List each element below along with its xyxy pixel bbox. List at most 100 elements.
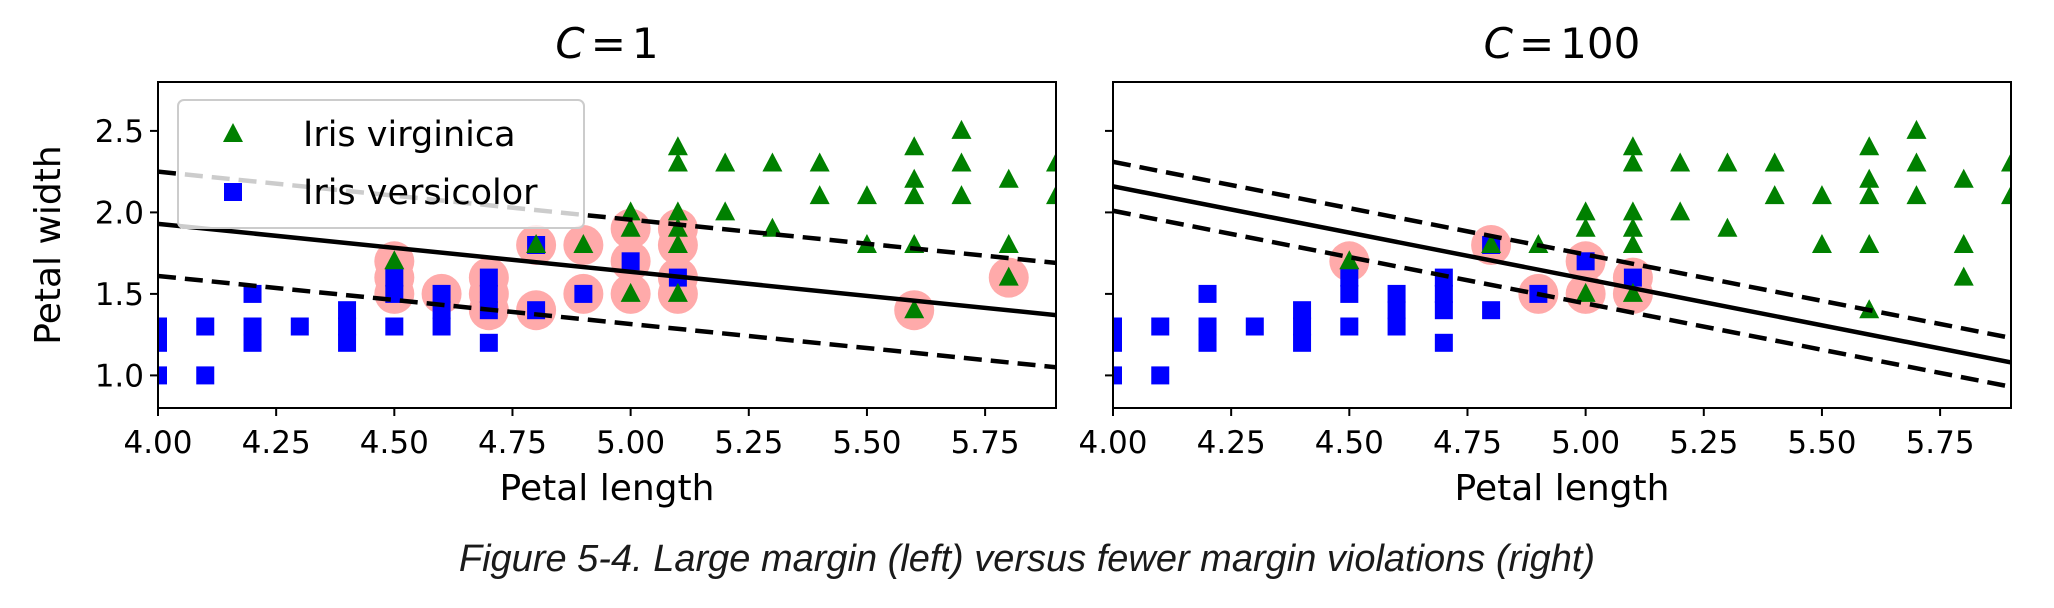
virginica-point xyxy=(620,217,641,237)
y-tick-label: 2.5 xyxy=(95,114,144,150)
virginica-point xyxy=(715,201,736,221)
x-tick-label: 4.25 xyxy=(1197,425,1266,461)
versicolor-point xyxy=(158,366,167,385)
versicolor-point xyxy=(1151,317,1170,336)
virginica-point xyxy=(1906,152,1927,172)
versicolor-point xyxy=(1340,284,1359,303)
versicolor-point xyxy=(479,268,498,287)
legend-square-marker xyxy=(224,183,242,201)
x-tick-label: 5.75 xyxy=(951,425,1020,461)
x-tick-label: 5.25 xyxy=(714,425,783,461)
virginica-point xyxy=(809,185,830,205)
virginica-point xyxy=(904,136,925,156)
versicolor-point xyxy=(432,317,451,336)
virginica-point xyxy=(856,185,877,205)
versicolor-point xyxy=(158,333,167,352)
plot-area xyxy=(158,119,1056,385)
versicolor-point xyxy=(338,333,357,352)
versicolor-point xyxy=(243,333,262,352)
decision-boundary xyxy=(1113,184,2011,365)
title-value: 1 xyxy=(632,19,659,68)
y-tick-label: 2.0 xyxy=(95,195,144,231)
versicolor-point xyxy=(1198,284,1217,303)
title-value: 100 xyxy=(1560,19,1640,68)
title-equals: = xyxy=(1519,19,1554,68)
x-tick-label: 4.00 xyxy=(1078,425,1147,461)
virginica-point xyxy=(715,152,736,172)
x-tick-label: 4.75 xyxy=(1433,425,1502,461)
x-tick-label: 4.25 xyxy=(242,425,311,461)
virginica-point xyxy=(1046,185,1056,205)
virginica-point xyxy=(1764,152,1785,172)
chart-title: C = 1 xyxy=(555,19,658,68)
figure-caption: Figure 5-4. Large margin (left) versus f… xyxy=(458,538,1596,580)
versicolor-point xyxy=(1387,284,1406,303)
virginica-point xyxy=(1670,201,1691,221)
y-tick-label: 1.0 xyxy=(95,358,144,394)
versicolor-point xyxy=(1434,301,1453,320)
virginica-point xyxy=(667,201,688,221)
virginica-point xyxy=(904,168,925,188)
x-tick-label: 4.50 xyxy=(360,425,429,461)
virginica-point xyxy=(951,119,972,139)
virginica-point xyxy=(573,234,594,253)
virginica-point xyxy=(1906,185,1927,205)
x-axis-label: Petal length xyxy=(1455,468,1670,509)
virginica-point xyxy=(1046,152,1056,172)
versicolor-point xyxy=(1434,284,1453,303)
virginica-point xyxy=(762,217,783,237)
x-tick-label: 4.50 xyxy=(1315,425,1384,461)
virginica-point xyxy=(2001,152,2011,172)
margin-lower xyxy=(1113,208,2011,390)
versicolor-point xyxy=(1198,333,1217,352)
x-tick-label: 5.50 xyxy=(1787,425,1856,461)
legend-label: Iris versicolor xyxy=(303,173,538,213)
virginica-point xyxy=(1717,217,1738,237)
virginica-point xyxy=(667,234,688,253)
title-equals: = xyxy=(591,19,626,68)
virginica-point xyxy=(1622,136,1643,156)
virginica-point xyxy=(620,201,641,221)
versicolor-point xyxy=(1293,301,1312,320)
versicolor-point xyxy=(479,284,498,303)
virginica-point xyxy=(998,234,1019,253)
legend-triangle-marker xyxy=(223,123,243,142)
axes-frame xyxy=(1112,81,2012,409)
versicolor-point xyxy=(243,284,262,303)
x-tick-label: 5.00 xyxy=(596,425,665,461)
versicolor-point xyxy=(574,284,593,303)
versicolor-point xyxy=(621,252,640,271)
virginica-point xyxy=(620,282,641,302)
virginica-point xyxy=(1906,119,1927,139)
x-tick-label: 5.50 xyxy=(832,425,901,461)
legend-box xyxy=(177,99,585,229)
x-axis-label: Petal length xyxy=(500,468,715,509)
virginica-point xyxy=(951,185,972,205)
versicolor-point xyxy=(1623,268,1642,287)
versicolor-point xyxy=(338,317,357,336)
axes-frame xyxy=(157,81,1057,409)
virginica-point xyxy=(667,136,688,156)
virginica-point xyxy=(2001,185,2011,205)
virginica-point xyxy=(1859,136,1880,156)
versicolor-point xyxy=(1387,317,1406,336)
virginica-point xyxy=(809,152,830,172)
virginica-point xyxy=(1953,234,1974,253)
virginica-point xyxy=(1764,185,1785,205)
virginica-point xyxy=(1622,234,1643,253)
virginica-point xyxy=(1859,185,1880,205)
versicolor-point xyxy=(1113,317,1122,336)
virginica-point xyxy=(951,152,972,172)
versicolor-point xyxy=(1482,301,1501,320)
versicolor-point xyxy=(196,366,215,385)
versicolor-point xyxy=(1293,317,1312,336)
virginica-point xyxy=(998,168,1019,188)
panel-1: 4.00 4.25 4.50 4.75 5.00 5.25 5.50 5.75 1.0 1.5 2.… xyxy=(28,19,1057,509)
virginica-point xyxy=(1622,201,1643,221)
virginica-point xyxy=(1481,234,1502,253)
legend: Iris virginica Iris versicolor xyxy=(177,99,585,229)
versicolor-point xyxy=(1340,317,1359,336)
x-tick-label: 5.75 xyxy=(1906,425,1975,461)
virginica-point xyxy=(1622,152,1643,172)
